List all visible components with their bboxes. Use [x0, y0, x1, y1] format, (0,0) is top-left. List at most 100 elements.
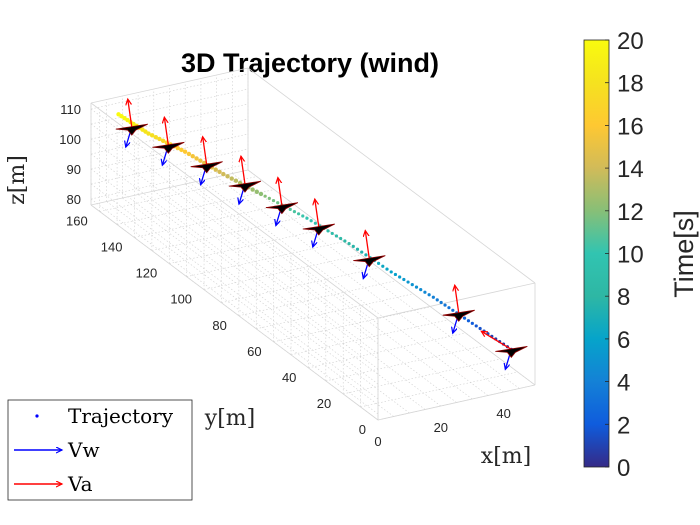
trajectory-point	[466, 319, 471, 323]
grid-line	[273, 306, 431, 343]
trajectory-point	[250, 187, 255, 192]
legend-label-vw: Vw	[67, 438, 100, 462]
z-tick-labels: 80 90 100 110	[59, 102, 81, 207]
aircraft	[265, 178, 299, 226]
box-edge	[90, 67, 249, 104]
trajectory-point	[229, 176, 234, 181]
colorbar-tick-label: 4	[617, 370, 630, 397]
grid-line	[360, 371, 518, 408]
trajectory-point	[398, 275, 402, 279]
trajectory-point	[221, 171, 226, 177]
va-arrow	[365, 231, 370, 259]
aircraft-body	[228, 180, 262, 193]
trajectory-point	[186, 151, 192, 157]
aircraft-body	[115, 123, 148, 136]
trajectory-point	[288, 207, 292, 211]
grid-line	[185, 183, 473, 400]
box-edge	[90, 169, 249, 206]
aircraft-body	[495, 345, 528, 359]
va-arrow	[241, 156, 246, 185]
colorbar-label: Time[s]	[669, 210, 699, 298]
trajectory-point	[447, 306, 451, 310]
grid-line	[308, 332, 466, 369]
trajectory-point	[309, 219, 313, 223]
colorbar-tick-label: 6	[617, 327, 630, 354]
grid-line	[137, 194, 426, 410]
trajectory-point	[351, 244, 355, 248]
aircraft	[353, 231, 386, 279]
trajectory-point	[301, 214, 305, 218]
trajectory-point	[334, 234, 339, 238]
grid-line	[99, 176, 257, 212]
grid-line	[169, 228, 327, 264]
trajectory-point	[439, 300, 443, 305]
trajectory-point	[179, 147, 184, 153]
grid-line	[117, 189, 275, 225]
trajectory-point	[182, 149, 188, 154]
trajectory-point	[258, 191, 264, 197]
grid-line	[90, 198, 379, 415]
x-tick-label: 40	[496, 406, 510, 421]
trajectory-point	[225, 174, 230, 179]
trajectory-point	[393, 272, 398, 277]
colorbar-ticks: 0 2 4 6 8 10 12 14 16 18 20	[605, 28, 644, 482]
y-tick-label: 80	[212, 318, 226, 333]
aircraft-body	[302, 223, 335, 236]
legend: Trajectory Vw Va	[7, 399, 193, 501]
aircraft-body	[265, 202, 299, 215]
trajectory-point	[305, 216, 309, 220]
grid-line	[90, 168, 379, 385]
y-tick-label: 120	[136, 266, 158, 281]
colorbar-tick-label: 16	[617, 113, 644, 140]
grid-line	[343, 358, 501, 395]
trajectory-point	[296, 212, 301, 216]
colorbar-tick-label: 18	[617, 71, 644, 98]
trajectory-point	[160, 138, 166, 143]
grid-line	[90, 138, 379, 355]
chart-title: 3D Trajectory (wind)	[181, 48, 439, 78]
aircraft-markers	[115, 99, 528, 369]
trajectory-point	[267, 196, 271, 200]
grid-line	[216, 176, 504, 393]
z-tick-label: 80	[67, 192, 81, 207]
grid-line	[325, 345, 483, 382]
trajectory-point	[330, 231, 334, 236]
grid-line	[90, 103, 249, 140]
va-arrow	[128, 99, 133, 128]
grid-line	[203, 254, 362, 290]
x-tick-label: 0	[374, 434, 381, 449]
trajectory-point	[271, 198, 276, 203]
grid-line	[151, 215, 309, 251]
trajectory-point	[419, 288, 423, 292]
x-tick-label: 20	[434, 420, 448, 435]
trajectory-point	[254, 189, 260, 194]
trajectory-point	[313, 221, 317, 225]
trajectory-point	[190, 153, 195, 159]
colorbar-tick-label: 8	[617, 284, 630, 311]
trajectory-point	[202, 160, 207, 166]
grid-line	[200, 180, 489, 396]
aircraft-body	[353, 255, 386, 268]
grid-line	[90, 148, 249, 185]
grid-line	[90, 133, 249, 170]
trajectory-point	[292, 209, 297, 214]
grid-line	[90, 153, 379, 370]
trajectory-point	[217, 169, 222, 175]
trajectory-point	[389, 270, 393, 274]
grid-line	[134, 202, 292, 238]
y-tick-label: 20	[317, 396, 331, 411]
grid-line	[256, 293, 414, 330]
trajectory-point	[414, 285, 419, 289]
aircraft	[228, 156, 262, 204]
aircraft	[302, 199, 335, 247]
colorbar-tick-label: 12	[617, 199, 644, 226]
trajectory-point	[360, 250, 364, 254]
trajectory-point	[276, 201, 280, 205]
va-arrow	[455, 285, 460, 314]
grid	[90, 68, 536, 421]
y-tick-label: 100	[170, 292, 192, 307]
grid-line	[221, 267, 379, 304]
trajectory-point	[402, 277, 406, 282]
trajectory-point	[153, 134, 159, 140]
